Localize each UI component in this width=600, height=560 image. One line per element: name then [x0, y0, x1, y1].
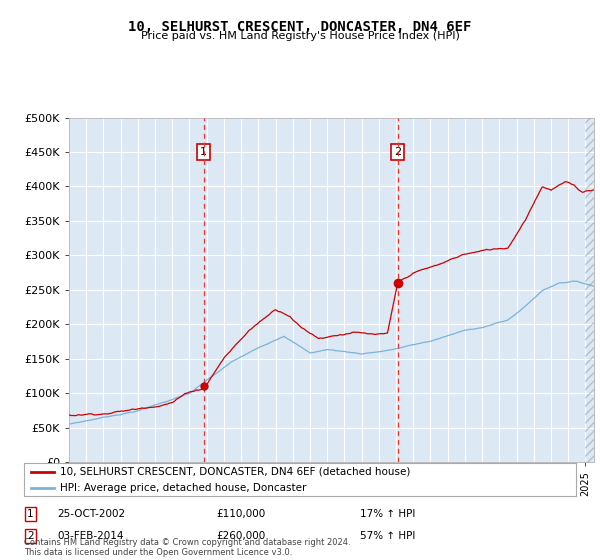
Text: 1: 1: [200, 147, 207, 157]
Text: HPI: Average price, detached house, Doncaster: HPI: Average price, detached house, Donc…: [60, 483, 306, 493]
Text: £260,000: £260,000: [216, 531, 265, 541]
Text: 2: 2: [394, 147, 401, 157]
Text: 17% ↑ HPI: 17% ↑ HPI: [360, 509, 415, 519]
Text: 2: 2: [27, 531, 34, 541]
Text: 57% ↑ HPI: 57% ↑ HPI: [360, 531, 415, 541]
Text: 25-OCT-2002: 25-OCT-2002: [57, 509, 125, 519]
Text: £110,000: £110,000: [216, 509, 265, 519]
Bar: [586, 118, 594, 462]
Text: 03-FEB-2014: 03-FEB-2014: [57, 531, 124, 541]
Text: Price paid vs. HM Land Registry's House Price Index (HPI): Price paid vs. HM Land Registry's House …: [140, 31, 460, 41]
Text: Contains HM Land Registry data © Crown copyright and database right 2024.
This d: Contains HM Land Registry data © Crown c…: [24, 538, 350, 557]
Text: 10, SELHURST CRESCENT, DONCASTER, DN4 6EF (detached house): 10, SELHURST CRESCENT, DONCASTER, DN4 6E…: [60, 466, 410, 477]
Text: 1: 1: [27, 509, 34, 519]
Text: 10, SELHURST CRESCENT, DONCASTER, DN4 6EF: 10, SELHURST CRESCENT, DONCASTER, DN4 6E…: [128, 20, 472, 34]
